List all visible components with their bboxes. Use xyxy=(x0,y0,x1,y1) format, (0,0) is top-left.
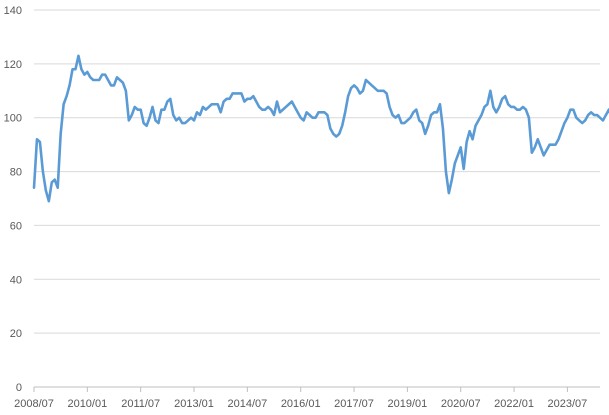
y-tick-label: 80 xyxy=(10,167,22,179)
y-tick-label: 20 xyxy=(10,328,22,340)
x-tick-labels: 2008/07 2010/01 2011/07 2013/01 2014/07 2016/… xyxy=(14,398,587,410)
x-tick-label: 2022/01 xyxy=(494,398,534,410)
x-tick-label: 2013/01 xyxy=(174,398,214,410)
axes xyxy=(33,386,600,392)
x-tick-label: 2010/01 xyxy=(67,398,107,410)
series-line-1 xyxy=(32,54,609,203)
gridlines xyxy=(34,9,600,334)
y-tick-label: 40 xyxy=(10,274,22,286)
series-layer xyxy=(32,54,609,203)
x-tick-label: 2016/01 xyxy=(281,398,321,410)
y-tick-label: 120 xyxy=(4,59,22,71)
x-tick-label: 2023/07 xyxy=(548,398,588,410)
x-tick-label: 2011/07 xyxy=(121,398,160,410)
x-tick-label: 2020/07 xyxy=(441,398,481,410)
x-tick-label: 2017/07 xyxy=(334,398,374,410)
x-tick-label: 2014/07 xyxy=(227,398,267,410)
x-tick-label: 2008/07 xyxy=(14,398,54,410)
y-tick-label: 0 xyxy=(16,382,22,394)
y-tick-label: 60 xyxy=(10,220,22,232)
y-tick-label: 140 xyxy=(4,5,22,17)
x-tick-label: 2019/01 xyxy=(387,398,427,410)
y-tick-label: 100 xyxy=(4,113,22,125)
y-tick-labels: 0 20 40 60 80 100 120 140 xyxy=(4,5,22,394)
